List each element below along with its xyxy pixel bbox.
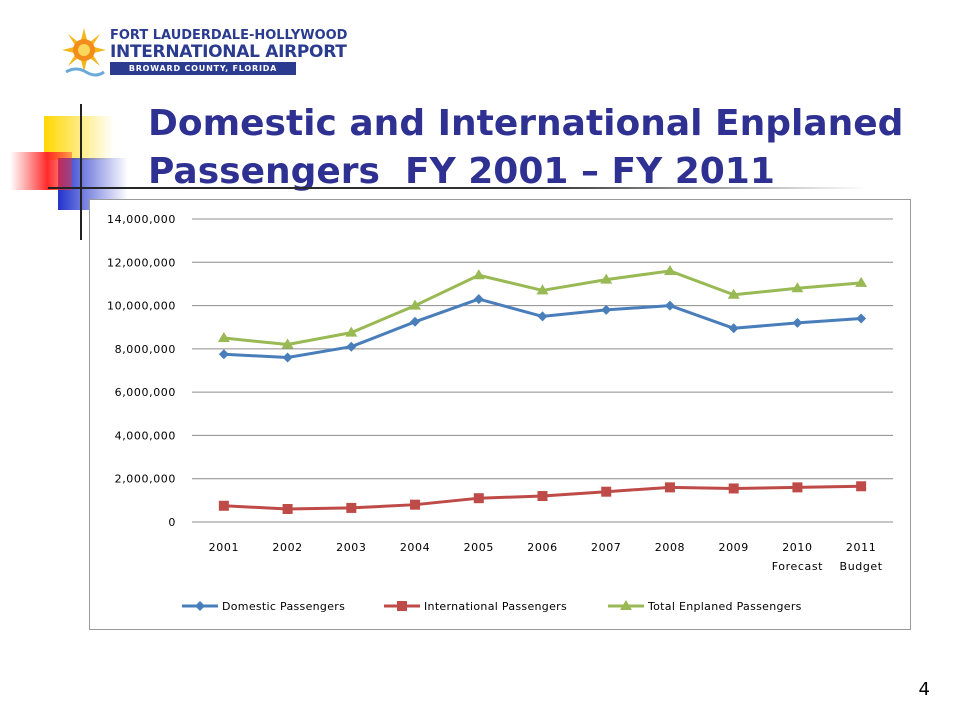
data-point — [410, 499, 421, 510]
x-tick-label: 2007 — [591, 541, 621, 554]
airport-logo: FORT LAUDERDALE-HOLLYWOOD INTERNATIONAL … — [60, 26, 347, 78]
logo-line-1: FORT LAUDERDALE-HOLLYWOOD — [110, 28, 348, 43]
legend-marker — [620, 600, 632, 610]
x-tick-label: 2005 — [464, 541, 494, 554]
y-tick-label: 8,000,000 — [115, 343, 176, 356]
data-point — [664, 482, 675, 493]
page-number: 4 — [918, 679, 930, 700]
data-point — [345, 326, 358, 337]
data-point — [601, 304, 612, 315]
legend-marker — [397, 601, 407, 611]
legend-label: Total Enplaned Passengers — [647, 600, 802, 613]
data-point — [281, 338, 294, 349]
data-point — [856, 313, 867, 324]
x-tick-label: 2001 — [209, 541, 239, 554]
data-point — [410, 316, 421, 327]
data-point — [600, 273, 613, 284]
data-point — [728, 483, 739, 494]
data-point — [792, 482, 803, 493]
data-point — [409, 299, 422, 310]
data-point — [472, 269, 485, 280]
x-tick-sublabel: Forecast — [772, 560, 823, 573]
title-line-2: Passengers FY 2001 – FY 2011 — [148, 151, 775, 192]
logo-line-3: BROWARD COUNTY, FLORIDA — [110, 62, 296, 75]
data-point — [663, 264, 676, 275]
series-line — [223, 269, 862, 347]
x-tick-label: 2004 — [400, 541, 430, 554]
y-tick-label: 6,000,000 — [115, 386, 176, 399]
slide-title: Domestic and International Enplaned Pass… — [148, 100, 928, 196]
data-point — [346, 502, 357, 513]
legend-label: Domestic Passengers — [222, 600, 345, 613]
data-point — [537, 311, 548, 322]
legend-marker — [195, 601, 205, 611]
x-tick-label: 2009 — [718, 541, 748, 554]
x-tick-label: 2006 — [527, 541, 557, 554]
data-point — [856, 481, 867, 492]
data-point — [218, 349, 229, 360]
y-tick-label: 12,000,000 — [107, 256, 176, 269]
data-point — [601, 486, 612, 497]
y-tick-label: 2,000,000 — [115, 473, 176, 486]
legend-label: International Passengers — [424, 600, 567, 613]
data-point — [282, 504, 293, 515]
x-tick-label: 2002 — [272, 541, 302, 554]
logo-line-2: INTERNATIONAL AIRPORT — [110, 42, 347, 62]
y-tick-label: 4,000,000 — [115, 429, 176, 442]
data-point — [727, 288, 740, 299]
y-tick-label: 14,000,000 — [107, 213, 176, 226]
y-tick-label: 0 — [168, 516, 176, 529]
data-point — [537, 491, 548, 502]
data-point — [282, 352, 293, 363]
data-point — [664, 300, 675, 311]
data-point — [473, 493, 484, 504]
data-point — [218, 500, 229, 511]
chart-canvas: 0 2,000,000 4,000,000 6,000,000 8,000,000 10,… — [107, 213, 893, 613]
x-tick-label: 2003 — [336, 541, 366, 554]
line-chart: 0 2,000,000 4,000,000 6,000,000 8,000,000 10,… — [89, 199, 911, 630]
x-tick-label: 2008 — [655, 541, 685, 554]
data-point — [346, 341, 357, 352]
x-tick-label: 2010 — [782, 541, 812, 554]
data-point — [855, 276, 868, 287]
x-tick-sublabel: Budget — [840, 560, 883, 573]
title-line-1: Domestic and International Enplaned — [148, 103, 904, 144]
data-point — [792, 317, 803, 328]
data-point — [217, 332, 230, 343]
data-point — [791, 282, 804, 293]
sun-logo-icon — [62, 28, 106, 77]
data-point — [728, 323, 739, 334]
y-tick-label: 10,000,000 — [107, 300, 176, 313]
x-tick-label: 2011 — [846, 541, 876, 554]
title-underline — [48, 187, 868, 189]
data-point — [473, 294, 484, 305]
data-point — [536, 284, 549, 295]
